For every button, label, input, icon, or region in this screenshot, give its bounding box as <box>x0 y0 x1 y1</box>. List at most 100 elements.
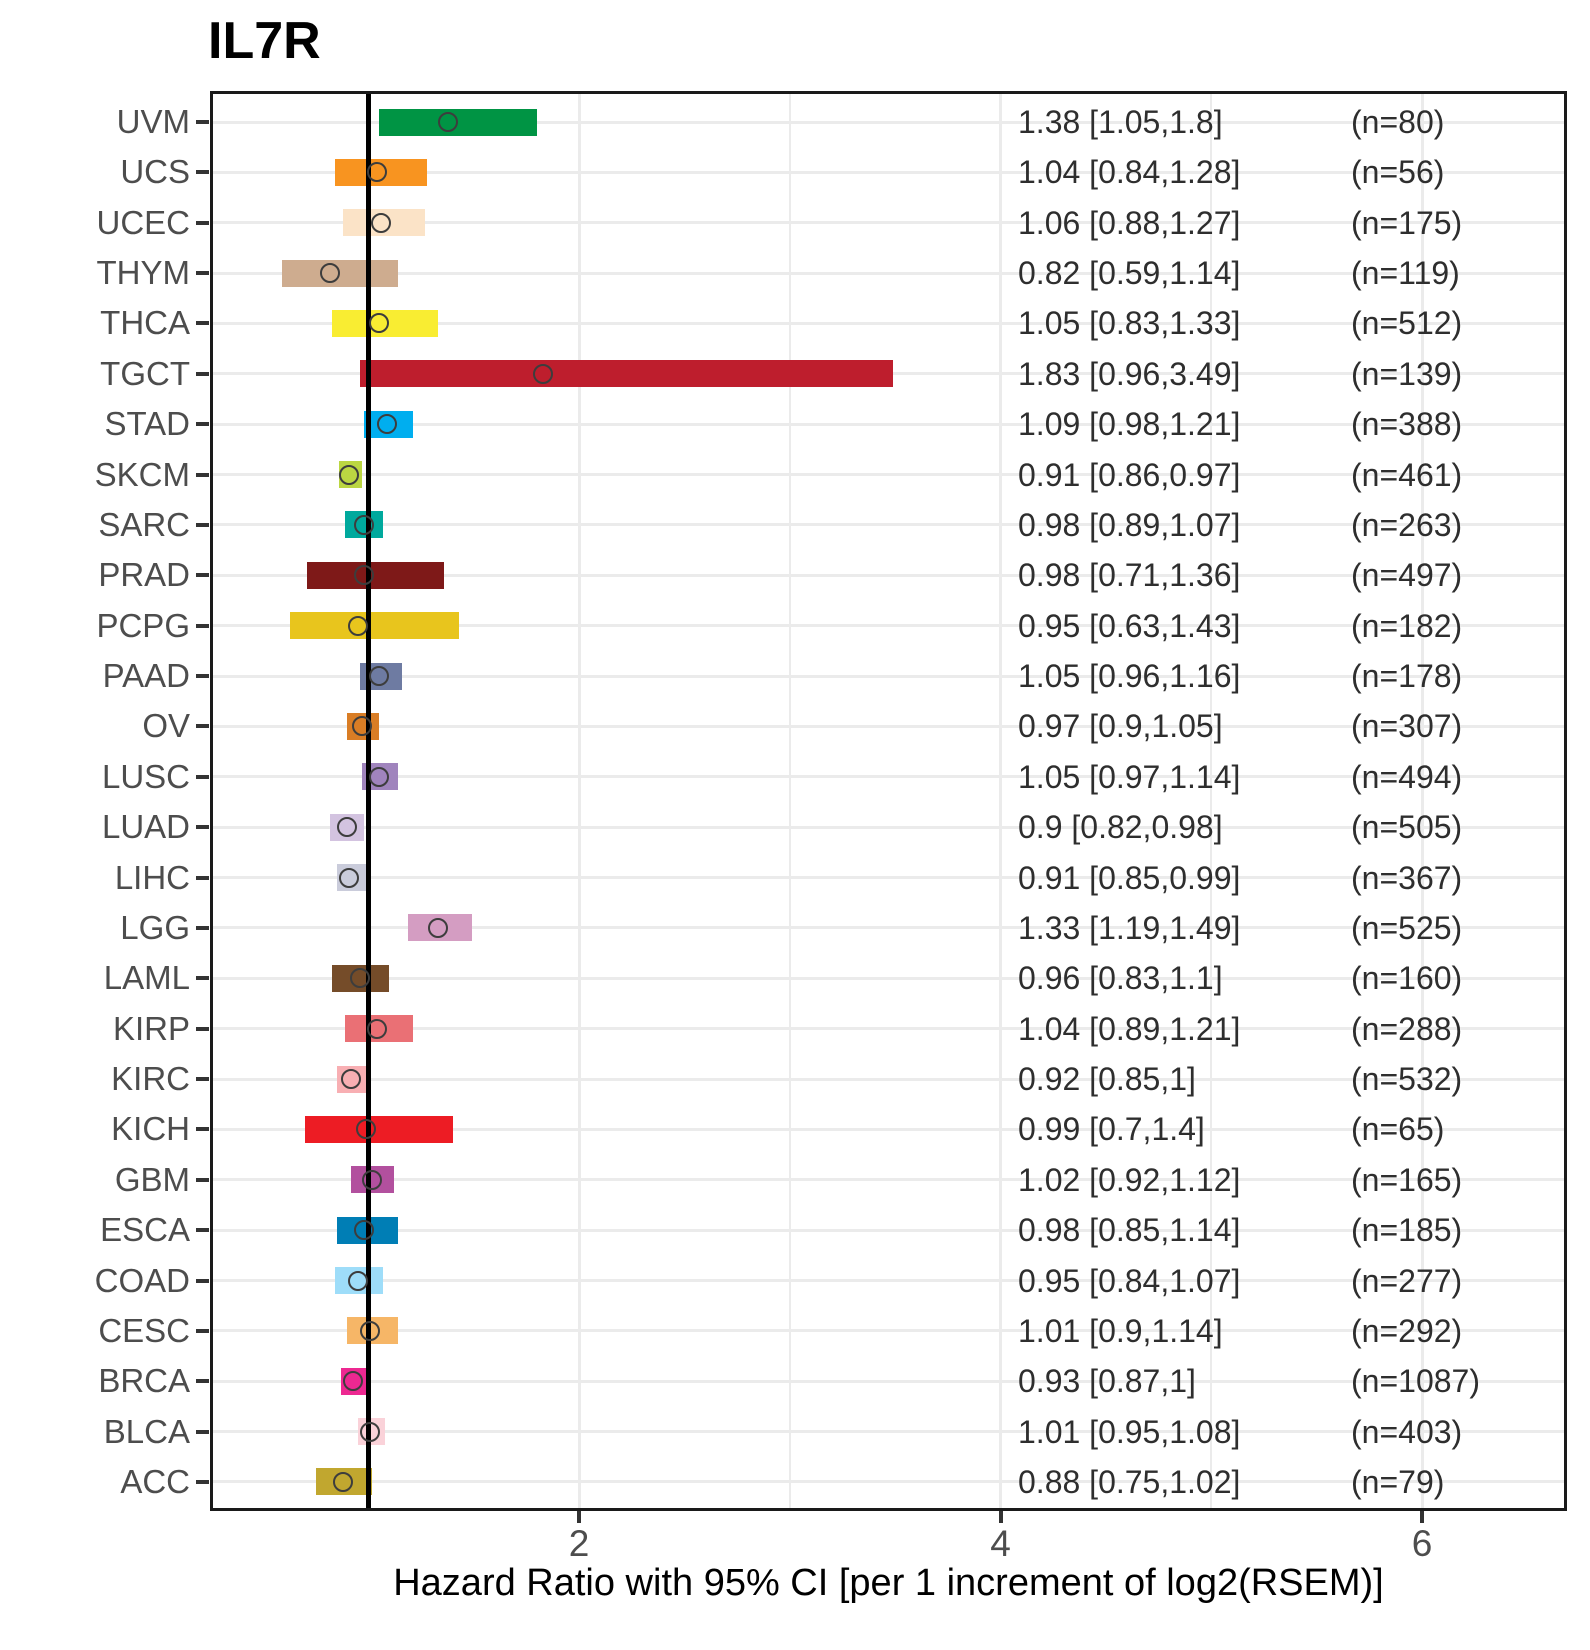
h-gridline <box>210 573 1567 577</box>
point-marker-tgct <box>533 363 554 384</box>
point-marker-stad <box>377 414 398 435</box>
n-annotation: (n=292) <box>1351 1312 1463 1349</box>
hr-ci-annotation: 1.01 [0.95,1.08] <box>1018 1413 1241 1450</box>
hr-ci-annotation: 1.33 [1.19,1.49] <box>1018 909 1241 946</box>
y-axis-tick <box>196 573 209 578</box>
y-axis-label-ov: OV <box>142 707 190 745</box>
point-marker-kirc <box>341 1069 362 1090</box>
h-gridline <box>210 1027 1567 1031</box>
h-gridline <box>210 1480 1567 1484</box>
y-axis-tick <box>196 1278 209 1283</box>
y-axis-label-laml: LAML <box>103 959 190 997</box>
v-gridline-major <box>577 91 581 1511</box>
hr-ci-annotation: 0.88 [0.75,1.02] <box>1018 1463 1241 1500</box>
y-axis-label-kirc: KIRC <box>111 1060 190 1098</box>
hr-ci-annotation: 1.04 [0.84,1.28] <box>1018 154 1241 191</box>
y-axis-tick <box>196 623 209 628</box>
n-annotation: (n=263) <box>1351 506 1463 543</box>
y-axis-tick <box>196 1328 209 1333</box>
y-axis-label-lihc: LIHC <box>114 858 190 896</box>
h-gridline <box>210 221 1567 225</box>
y-axis-tick <box>196 321 209 326</box>
n-annotation: (n=182) <box>1351 607 1463 644</box>
y-axis-tick <box>196 371 209 376</box>
n-annotation: (n=367) <box>1351 859 1463 896</box>
hr-ci-annotation: 0.99 [0.7,1.4] <box>1018 1111 1205 1148</box>
y-axis-label-thym: THYM <box>96 254 191 292</box>
hr-ci-annotation: 0.82 [0.59,1.14] <box>1018 255 1241 292</box>
ci-bar-pcpg <box>290 612 459 640</box>
h-gridline <box>210 473 1567 477</box>
y-axis-tick <box>196 1077 209 1082</box>
y-axis-label-acc: ACC <box>120 1462 190 1500</box>
point-marker-cesc <box>360 1320 381 1341</box>
hr-ci-annotation: 1.04 [0.89,1.21] <box>1018 1010 1241 1047</box>
x-axis-tick-label: 2 <box>568 1523 590 1564</box>
point-marker-blca <box>360 1421 381 1442</box>
hr-ci-annotation: 1.05 [0.83,1.33] <box>1018 305 1241 342</box>
point-marker-lgg <box>427 917 448 938</box>
v-gridline-major <box>1420 91 1424 1511</box>
n-annotation: (n=388) <box>1351 406 1463 443</box>
point-marker-lihc <box>339 867 360 888</box>
point-marker-uvm <box>438 112 459 132</box>
h-gridline <box>210 523 1567 527</box>
y-axis-label-stad: STAD <box>104 405 190 443</box>
h-gridline <box>210 1430 1567 1434</box>
h-gridline <box>210 1127 1567 1131</box>
hr-ci-annotation: 1.01 [0.9,1.14] <box>1018 1312 1223 1349</box>
n-annotation: (n=185) <box>1351 1212 1463 1249</box>
hr-ci-annotation: 0.91 [0.85,0.99] <box>1018 859 1241 896</box>
y-axis-label-blca: BLCA <box>103 1412 190 1450</box>
y-axis-tick <box>196 1479 209 1484</box>
point-marker-brca <box>343 1371 364 1392</box>
y-axis-tick <box>196 472 209 477</box>
y-axis-tick <box>196 1026 209 1031</box>
h-gridline <box>210 624 1567 628</box>
y-axis-label-sarc: SARC <box>98 505 190 543</box>
h-gridline <box>210 1379 1567 1383</box>
y-axis-label-skcm: SKCM <box>94 455 190 493</box>
hr-ci-annotation: 1.06 [0.88,1.27] <box>1018 204 1241 241</box>
y-axis-tick <box>196 170 209 175</box>
h-gridline <box>210 724 1567 728</box>
y-axis-label-luad: LUAD <box>101 808 190 846</box>
n-annotation: (n=178) <box>1351 658 1463 695</box>
y-axis-label-kirp: KIRP <box>112 1009 190 1047</box>
n-annotation: (n=79) <box>1351 1463 1445 1500</box>
point-marker-luad <box>337 817 358 838</box>
y-axis-tick <box>196 220 209 225</box>
n-annotation: (n=165) <box>1351 1161 1463 1198</box>
n-annotation: (n=160) <box>1351 960 1463 997</box>
x-axis-tick <box>998 1509 1003 1523</box>
h-gridline <box>210 1178 1567 1182</box>
y-axis-tick <box>196 120 209 124</box>
v-gridline-minor <box>788 91 791 1511</box>
y-axis-label-lusc: LUSC <box>101 757 190 795</box>
n-annotation: (n=119) <box>1351 255 1460 292</box>
y-axis-label-gbm: GBM <box>114 1160 190 1198</box>
n-annotation: (n=139) <box>1351 355 1463 392</box>
n-annotation: (n=65) <box>1351 1111 1445 1148</box>
y-axis-tick <box>196 1127 209 1132</box>
h-gridline <box>210 170 1567 174</box>
y-axis-tick <box>196 1429 209 1434</box>
y-axis-label-paad: PAAD <box>102 657 190 695</box>
y-axis-label-prad: PRAD <box>98 556 190 594</box>
ci-bar-tgct <box>359 360 893 388</box>
y-axis-label-ucec: UCEC <box>96 203 190 241</box>
hr-ci-annotation: 0.98 [0.89,1.07] <box>1018 506 1241 543</box>
reference-line-hr1 <box>365 91 371 1511</box>
point-marker-paad <box>368 666 389 687</box>
point-marker-esca <box>354 1220 375 1241</box>
chart-title: IL7R <box>208 12 321 70</box>
y-axis-tick <box>196 422 209 427</box>
point-marker-pcpg <box>347 615 368 636</box>
y-axis-tick <box>196 976 209 981</box>
hr-ci-annotation: 0.97 [0.9,1.05] <box>1018 708 1223 745</box>
y-axis-label-thca: THCA <box>100 304 190 342</box>
y-axis-tick <box>196 674 209 679</box>
y-axis-tick <box>196 825 209 830</box>
point-marker-acc <box>332 1471 353 1492</box>
